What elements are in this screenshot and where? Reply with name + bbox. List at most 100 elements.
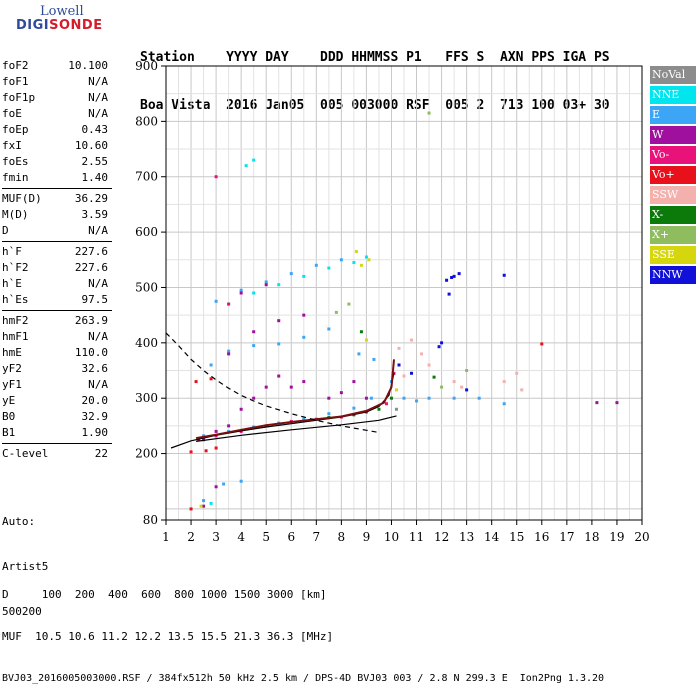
data-point-ssw xyxy=(410,338,414,342)
param-row: foEp 0.43 xyxy=(2,122,112,138)
param-value: 22 xyxy=(94,447,108,460)
data-point-noval xyxy=(394,407,398,411)
param-value: 263.9 xyxy=(74,314,108,327)
legend: NoVal NNE E W Vo- Vo+ SSW X- X+ SSE NNW xyxy=(650,66,696,286)
param-value: 36.29 xyxy=(74,192,108,205)
data-point-e xyxy=(202,499,206,503)
param-name: yE xyxy=(2,394,16,407)
param-name: h`E xyxy=(2,277,22,290)
data-point-sse xyxy=(359,263,363,267)
data-point-x- xyxy=(334,310,338,314)
data-point-e xyxy=(477,396,481,400)
param-row: hmF1 N/A xyxy=(2,329,112,345)
param-row: foE N/A xyxy=(2,106,112,122)
data-point-e xyxy=(264,280,268,284)
x-tick-label: 10 xyxy=(384,530,399,544)
data-point-ssw xyxy=(397,346,401,350)
param-name: fxI xyxy=(2,139,22,152)
footer-file-row: BVJ03_2016005003000.RSF / 384fx512h 50 k… xyxy=(2,673,605,684)
param-value: 97.5 xyxy=(81,293,109,306)
data-point-sse xyxy=(367,258,371,262)
data-point-x- xyxy=(432,375,436,379)
param-value: N/A xyxy=(88,277,108,290)
param-row: hmE 110.0 xyxy=(2,345,112,361)
param-row: B1 1.90 xyxy=(2,425,112,441)
param-row: foF1p N/A xyxy=(2,90,112,106)
data-point-e xyxy=(302,417,306,421)
param-row: M(D) 3.59 xyxy=(2,207,112,223)
param-separator xyxy=(2,310,112,311)
param-name: h`F2 xyxy=(2,261,29,274)
data-point-nnw xyxy=(440,341,444,345)
param-name: foEp xyxy=(2,123,29,136)
param-separator xyxy=(2,188,112,189)
virtual-height-trace xyxy=(195,359,395,440)
data-point-w xyxy=(327,396,331,400)
y-tick-label: 900 xyxy=(135,59,158,73)
param-value: 1.90 xyxy=(81,426,109,439)
data-point-w xyxy=(252,396,256,400)
data-point-e xyxy=(327,412,331,416)
data-point-nnw xyxy=(502,273,506,277)
digisonde-logo: Lowell DIGISONDE xyxy=(2,4,112,44)
x-tick-label: 18 xyxy=(584,530,599,544)
param-name: D xyxy=(2,224,9,237)
param-row: h`E N/A xyxy=(2,276,112,292)
data-point-e xyxy=(369,396,373,400)
x-tick-label: 8 xyxy=(338,530,346,544)
param-name: h`Es xyxy=(2,293,29,306)
param-value: 227.6 xyxy=(74,245,108,258)
param-value: 110.0 xyxy=(74,346,108,359)
data-point-x- xyxy=(427,111,431,115)
x-tick-label: 13 xyxy=(459,530,474,544)
data-point-nne xyxy=(209,501,213,505)
data-point-e xyxy=(352,406,356,410)
legend-item-noval: NoVal xyxy=(650,66,696,84)
data-point-e xyxy=(327,327,331,331)
param-separator xyxy=(2,241,112,242)
data-point-w xyxy=(302,380,306,384)
param-value: 20.0 xyxy=(81,394,109,407)
x-tick-label: 9 xyxy=(363,530,371,544)
data-point-w xyxy=(227,424,231,428)
param-value: N/A xyxy=(88,378,108,391)
data-point-nne xyxy=(364,255,368,259)
param-value: 2.55 xyxy=(81,155,109,168)
param-row: fxI 10.60 xyxy=(2,138,112,154)
legend-item-vo-: Vo- xyxy=(650,146,696,164)
data-point-w xyxy=(264,385,268,389)
data-point-x- xyxy=(347,302,351,306)
data-point-w xyxy=(615,401,619,405)
auto-label: Auto: xyxy=(2,515,36,528)
y-tick-label: 500 xyxy=(135,280,158,294)
data-point-e xyxy=(209,363,213,367)
param-row: foF1 N/A xyxy=(2,74,112,90)
data-point-nnw xyxy=(437,345,441,349)
data-point-e xyxy=(214,299,218,303)
x-tick-label: 20 xyxy=(634,530,649,544)
data-point-e xyxy=(289,272,293,276)
data-point-vo- xyxy=(209,377,213,381)
param-name: foF2 xyxy=(2,59,29,72)
data-point-vo- xyxy=(214,446,218,450)
ionogram-chart: 1 2 3 4 5 6 7 8 9 10 11 12 13 14 15 16 17 18 19 20802003004… xyxy=(135,59,650,544)
param-name: h`F xyxy=(2,245,22,258)
param-name: C-level xyxy=(2,447,49,460)
param-name: hmF1 xyxy=(2,330,29,343)
data-point-ssw xyxy=(502,380,506,384)
param-value: N/A xyxy=(88,107,108,120)
data-point-nne xyxy=(252,291,256,295)
data-point-w xyxy=(214,429,218,433)
data-point-w xyxy=(239,291,243,295)
data-point-w xyxy=(214,485,218,489)
x-tick-label: 19 xyxy=(609,530,624,544)
data-point-w xyxy=(239,407,243,411)
logo-digisonde-text: DIGISONDE xyxy=(16,18,103,33)
header-labels-row: Station YYYY DAY DDD HHMMSS P1 FFS S AXN… xyxy=(140,50,610,65)
legend-item-vo-: Vo+ xyxy=(650,166,696,184)
data-point-w xyxy=(302,313,306,317)
legend-item-nnw: NNW xyxy=(650,266,696,284)
x-tick-label: 16 xyxy=(534,530,549,544)
auto-program: Artist5 xyxy=(2,560,49,573)
data-point-w xyxy=(264,283,268,287)
